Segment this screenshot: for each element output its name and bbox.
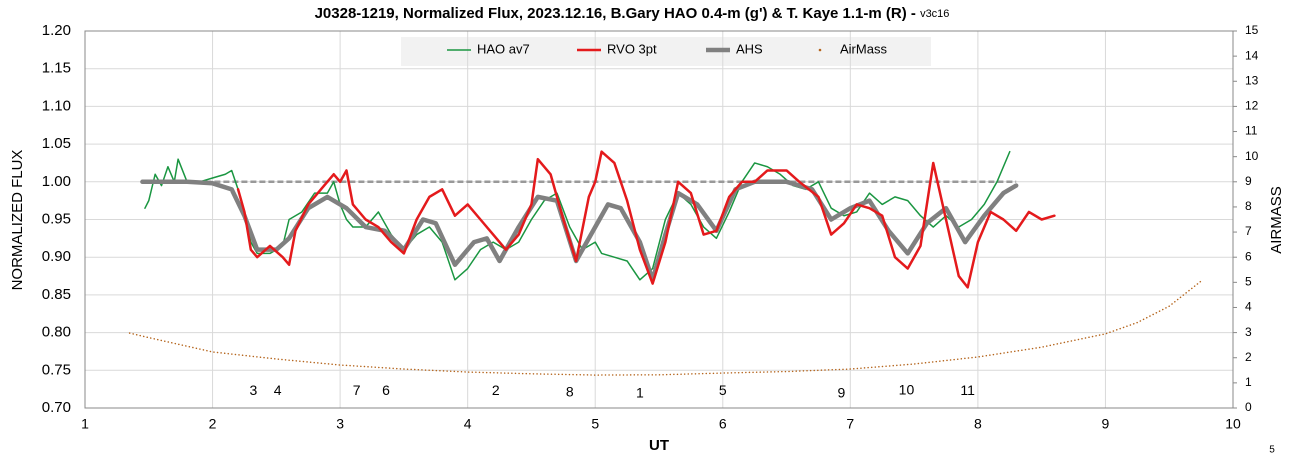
y2-tick-label: 9 — [1245, 174, 1252, 188]
y-tick-label: 0.70 — [42, 399, 71, 416]
annotation: 8 — [566, 384, 574, 400]
legend-label: RVO 3pt — [607, 41, 657, 56]
y-tick-label: 1.10 — [42, 97, 71, 114]
x-tick-label: 5 — [591, 416, 599, 432]
y2-tick-label: 10 — [1245, 149, 1259, 163]
y2-tick-label: 1 — [1245, 375, 1252, 389]
x-tick-label: 1 — [81, 416, 89, 432]
annotation: 5 — [719, 382, 727, 398]
y-tick-label: 0.90 — [42, 248, 71, 265]
title: J0328-1219, Normalized Flux, 2023.12.16,… — [315, 5, 916, 22]
y2-tick-label: 3 — [1245, 325, 1252, 339]
y-tick-label: 1.15 — [42, 60, 71, 77]
x-tick-label: 10 — [1225, 416, 1241, 432]
y-axis-label: NORMALIZED FLUX — [9, 150, 26, 291]
y2-tick-label: 2 — [1245, 350, 1252, 364]
y-tick-label: 0.75 — [42, 361, 71, 378]
plot-frame — [84, 30, 1234, 409]
x-tick-label: 2 — [209, 416, 217, 432]
x-tick-label: 6 — [719, 416, 727, 432]
x-tick-label: 7 — [846, 416, 854, 432]
annotation: 1 — [636, 384, 644, 400]
legend-label: AirMass — [840, 41, 887, 56]
x-tick-label: 9 — [1102, 416, 1110, 432]
annotation: 4 — [274, 382, 282, 398]
y2-tick-label: 4 — [1245, 300, 1252, 314]
y2-tick-label: 5 — [1245, 275, 1252, 289]
y2-tick-label: 11 — [1245, 124, 1258, 138]
y-tick-label: 1.00 — [42, 173, 71, 190]
annotation: 7 — [353, 382, 361, 398]
x-tick-label: 8 — [974, 416, 982, 432]
annotation: 10 — [899, 381, 915, 397]
y-tick-label: 1.05 — [42, 135, 71, 152]
y2-tick-label: 15 — [1245, 23, 1259, 37]
annotation: 6 — [382, 382, 390, 398]
x-tick-label: 4 — [464, 416, 472, 432]
subtitle: v3c16 — [920, 8, 949, 20]
legend-label: AHS — [736, 41, 763, 56]
y2-tick-label: 8 — [1245, 199, 1252, 213]
y2-tick-label: 6 — [1245, 249, 1252, 263]
y2-axis-label: AIRMASS — [1268, 186, 1285, 254]
annotation: 3 — [249, 382, 257, 398]
legend-label: HAO av7 — [477, 41, 530, 56]
legend-box — [401, 37, 931, 66]
y2-tick-label: 0 — [1245, 400, 1252, 414]
y-tick-label: 0.80 — [42, 324, 71, 341]
y2-tick-label: 14 — [1245, 48, 1259, 62]
corner-note: 5 — [1269, 445, 1275, 456]
y2-tick-label: 7 — [1245, 224, 1252, 238]
series-line — [140, 179, 1019, 283]
annotation: 2 — [492, 382, 500, 398]
annotation: 9 — [838, 384, 846, 400]
annotation: 11 — [960, 382, 975, 398]
y2-tick-label: 13 — [1245, 73, 1259, 87]
y2-tick-label: 12 — [1245, 99, 1259, 113]
y-tick-label: 0.85 — [42, 286, 71, 303]
x-tick-label: 3 — [336, 416, 344, 432]
chart-title: J0328-1219, Normalized Flux, 2023.12.16,… — [315, 5, 950, 22]
series-line — [236, 150, 1056, 289]
x-axis-label: UT — [649, 437, 669, 454]
legend-swatch — [818, 48, 822, 52]
y-tick-label: 0.95 — [42, 210, 71, 227]
y-tick-label: 1.20 — [42, 22, 71, 39]
